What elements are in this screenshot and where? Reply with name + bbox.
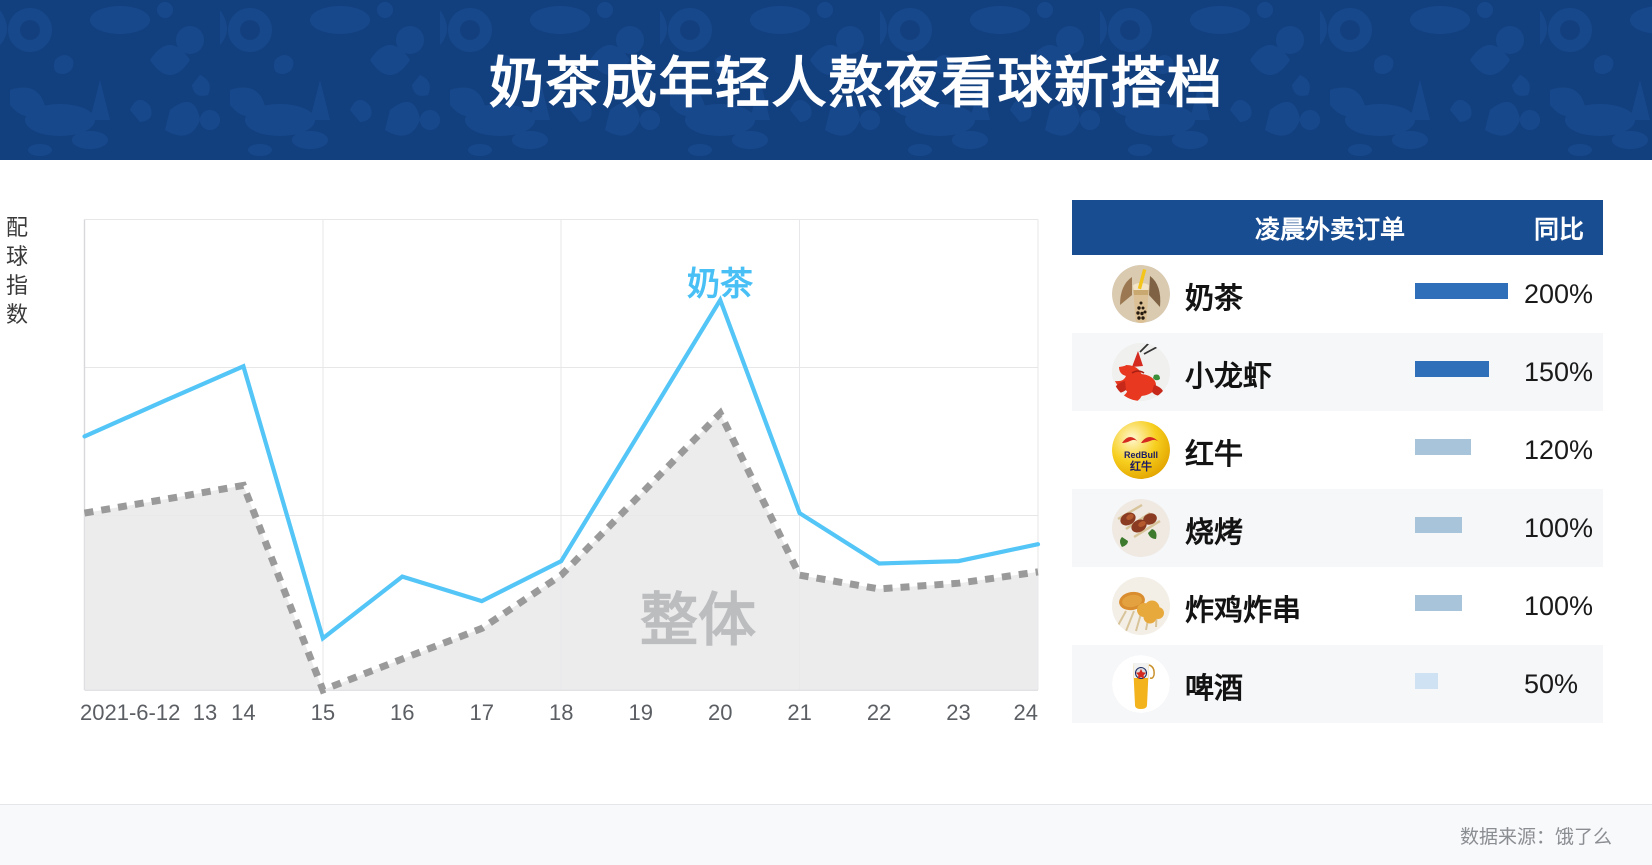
svg-text:奶茶: 奶茶 (687, 265, 754, 302)
svg-text:24: 24 (1014, 700, 1038, 720)
svg-text:18: 18 (549, 700, 573, 720)
svg-text:13: 13 (193, 700, 217, 720)
svg-text:2021-6-12: 2021-6-12 (80, 700, 180, 720)
svg-text:19: 19 (628, 700, 652, 720)
svg-text:14: 14 (231, 700, 255, 720)
svg-text:球: 球 (6, 244, 28, 269)
svg-text:RedBull: RedBull (1124, 450, 1158, 460)
svg-text:20: 20 (708, 700, 732, 720)
svg-text:配: 配 (6, 215, 28, 240)
svg-text:21: 21 (787, 700, 811, 720)
svg-text:数: 数 (6, 302, 28, 327)
svg-text:指: 指 (6, 273, 28, 298)
svg-text:红牛: 红牛 (1130, 459, 1152, 473)
svg-text:22: 22 (867, 700, 891, 720)
svg-text:17: 17 (470, 700, 494, 720)
svg-text:23: 23 (946, 700, 970, 720)
svg-text:15: 15 (311, 700, 335, 720)
svg-text:整体: 整体 (640, 588, 756, 653)
svg-text:16: 16 (390, 700, 414, 720)
